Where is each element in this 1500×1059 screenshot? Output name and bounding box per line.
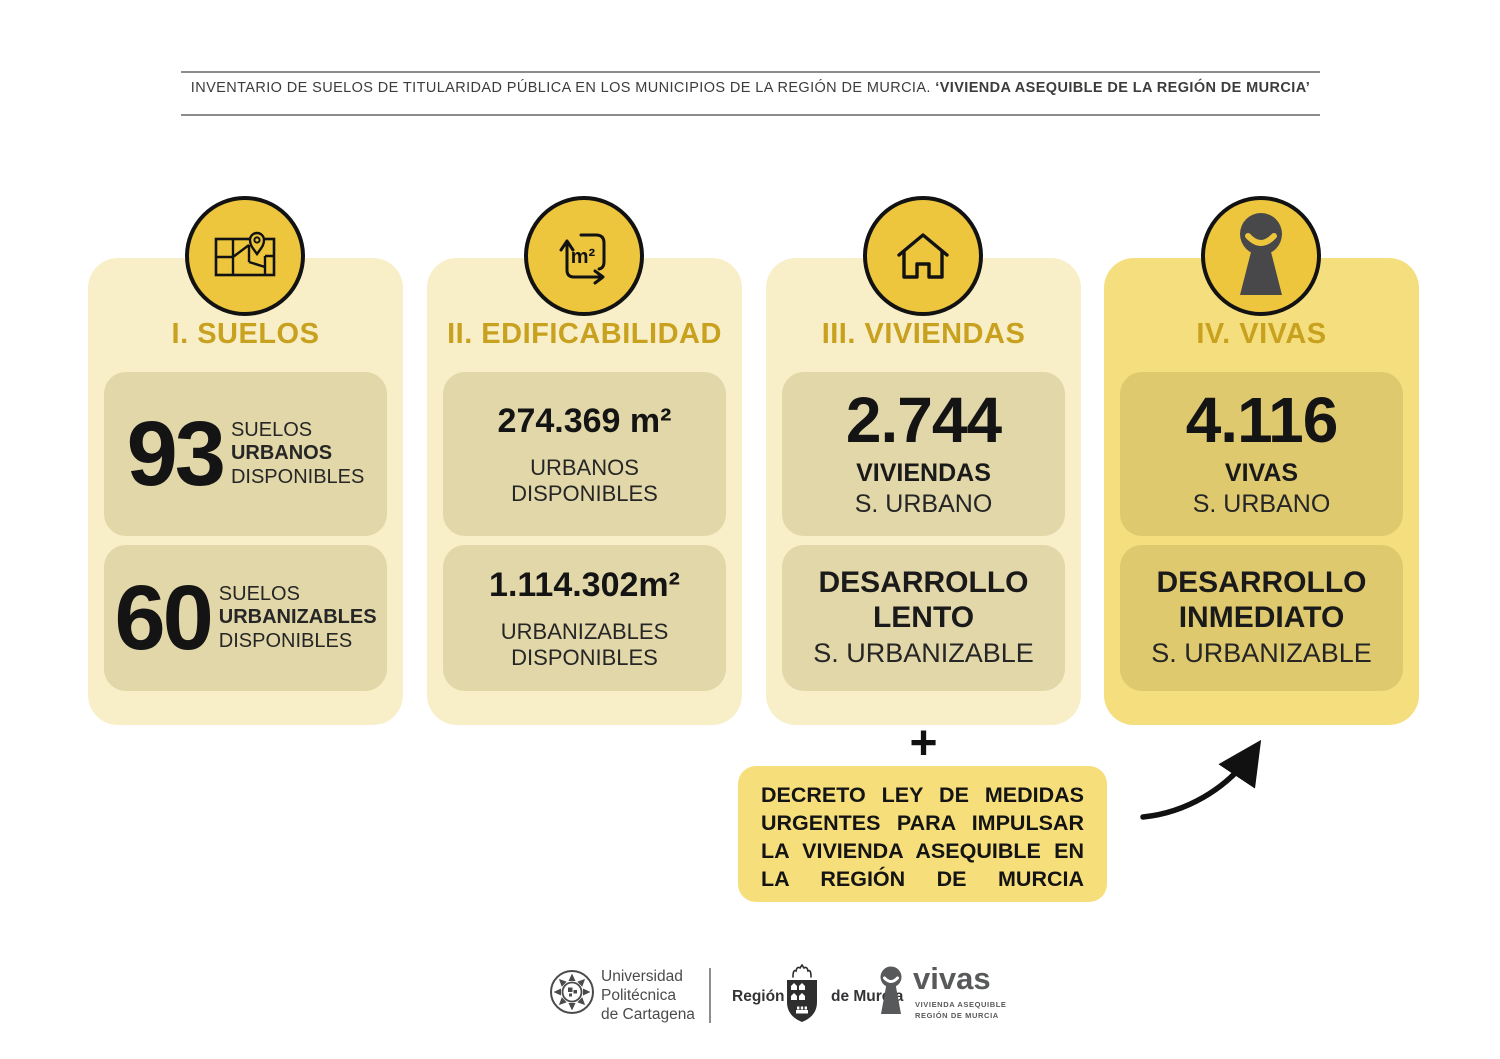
stat-card-suelos-urbanizables: 60 SUELOS URBANIZABLES DISPONIBLES [104,545,387,691]
vivas-logo-text: vivas [913,961,991,996]
stat-label: DISPONIBLES [218,629,353,652]
stat-card-desarrollo-lento: DESARROLLO LENTO S. URBANIZABLE [782,545,1065,691]
stat-value: 274.369 m² [497,401,672,440]
panel-viviendas: III. VIVIENDAS 2.744 VIVIENDAS S. URBANO… [766,196,1081,725]
stat-card-vivas: 4.116 VIVAS S. URBANO [1120,372,1403,536]
region-murcia-logo-text-left: Región [732,988,785,1005]
stat-label-bold: URBANIZABLES [218,606,377,629]
decreto-line: LA REGIÓN DE MURCIA [761,866,1084,891]
stat-label-bold: LENTO [872,600,975,634]
stat-label-bold: DESARROLLO [818,566,1029,600]
stat-value: 1.114.302m² [489,565,680,604]
keyhole-icon [1201,196,1321,316]
stat-card-m2-urbanos: 274.369 m² URBANOS DISPONIBLES [443,372,726,536]
panel-vivas: IV. VIVAS 4.116 VIVAS S. URBANO DESARROL… [1104,196,1419,725]
stat-label-bold: VIVIENDAS [856,458,991,487]
stat-label-bold: DESARROLLO [1156,566,1367,600]
page-title: INVENTARIO DE SUELOS DE TITULARIDAD PÚBL… [181,80,1320,96]
stat-card-desarrollo-inmediato: DESARROLLO INMEDIATO S. URBANIZABLE [1120,545,1403,691]
stat-label-bold: INMEDIATO [1178,600,1345,634]
stat-label: DISPONIBLES [511,644,658,670]
stat-value: 93 [126,402,226,505]
column-title-vivas: IV. VIVAS [1196,318,1327,350]
stat-label: S. URBANIZABLE [813,638,1034,669]
decreto-line: LA VIVIENDA ASEQUIBLE EN [761,838,1084,863]
stat-label: URBANIZABLES [500,618,669,644]
decreto-line: URGENTES PARA IMPULSAR [761,810,1084,835]
vivas-sub-line: VIVIENDA ASEQUIBLE [915,1000,1007,1009]
page-title-bold: ‘VIVIENDA ASEQUIBLE DE LA REGIÓN DE MURC… [935,80,1311,96]
stat-label: DISPONIBLES [230,465,365,488]
upct-line: Universidad [601,968,683,985]
curved-arrow-icon [1140,739,1262,820]
stat-value: 60 [114,566,213,669]
stat-value: 2.744 [845,383,1002,456]
square-meters-icon: m² [524,196,644,316]
header-rule-top [181,71,1320,73]
decreto-callout: DECRETO LEY DE MEDIDAS URGENTES PARA IMP… [738,766,1107,902]
vivas-sub-line: REGIÓN DE MURCIA [915,1010,999,1020]
stat-label: DISPONIBLES [511,480,658,506]
decreto-line: DECRETO LEY DE MEDIDAS [761,783,1084,807]
upct-logo-text: Universidad Politécnica de Cartagena [601,967,695,1025]
plus-sign: + [909,717,938,770]
map-icon [185,196,305,316]
column-title-viviendas: III. VIVIENDAS [821,318,1026,350]
header-rule-bottom [181,114,1320,116]
stat-label: SUELOS [218,582,300,605]
svg-text:m²: m² [571,246,596,268]
stat-card-m2-urbanizables: 1.114.302m² URBANIZABLES DISPONIBLES [443,545,726,691]
murcia-shield-icon [787,964,817,1022]
stat-label: S. URBANO [1192,490,1331,518]
column-title-edificabilidad: II. EDIFICABILIDAD [447,318,722,350]
stat-label: URBANOS [530,454,639,480]
stat-label-bold: URBANOS [230,442,333,465]
vivas-keyhole-icon [880,966,902,1014]
stat-label: SUELOS [230,418,313,441]
upct-logo-icon [550,970,594,1014]
stat-card-viviendas: 2.744 VIVIENDAS S. URBANO [782,372,1065,536]
stat-label-bold: VIVAS [1224,458,1299,487]
footer-divider [709,968,711,1023]
panel-edificabilidad: m² II. EDIFICABILIDAD 274.369 m² URBANOS… [427,196,742,725]
stat-label: S. URBANIZABLE [1151,638,1372,669]
page-title-regular: INVENTARIO DE SUELOS DE TITULARIDAD PÚBL… [190,80,936,96]
stat-label: S. URBANO [854,490,993,518]
vivas-logo-subtext: VIVIENDA ASEQUIBLE REGIÓN DE MURCIA [915,1000,1007,1022]
upct-line: Politécnica [601,987,676,1005]
panel-suelos: I. SUELOS 93 SUELOS URBANOS DISPONIBLES … [88,196,403,725]
stat-value: 4.116 [1185,383,1339,456]
column-title-suelos: I. SUELOS [171,318,320,350]
house-icon [863,196,983,316]
stat-card-suelos-urbanos: 93 SUELOS URBANOS DISPONIBLES [104,372,387,536]
upct-line: de Cartagena [601,1006,695,1024]
